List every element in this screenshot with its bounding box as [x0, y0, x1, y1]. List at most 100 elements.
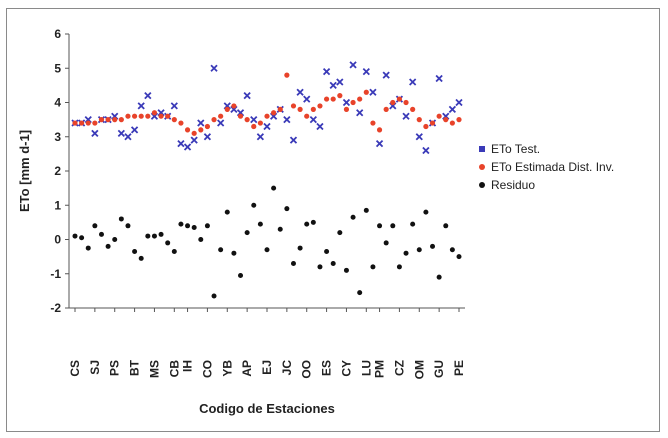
legend-marker-icon: [479, 182, 485, 188]
eto-estimada-point: [151, 110, 158, 116]
residuo-point: [284, 206, 290, 212]
eto-estimada-point: [92, 120, 98, 126]
eto-test-point-stroke: [342, 98, 351, 107]
y-axis-label: ETo [mm d-1]: [17, 130, 32, 212]
eto-test-point: [336, 78, 344, 86]
x-axis-label: Codigo de Estaciones: [199, 401, 335, 416]
eto-test-point: [409, 78, 417, 86]
eto-estimada-point: [125, 113, 131, 119]
eto-estimada-point: [416, 117, 422, 123]
eto-test-point: [289, 136, 298, 144]
eto-test-point: [144, 92, 152, 100]
eto-test-point-stroke: [322, 68, 331, 76]
x-tick-label: PE: [452, 360, 466, 376]
x-tick-label: JC: [280, 360, 294, 376]
eto-estimada-point: [271, 110, 277, 116]
chart-svg: -2 -1 0 1 2 3 4 5 6 CS SJ PS BT MS CB IH CO YB AP EJ JC OO ES…: [17, 27, 614, 416]
eto-estimada-point: [297, 106, 303, 112]
y-tick-label: 3: [54, 130, 61, 144]
x-tick-label: LU: [359, 360, 373, 376]
eto-test-point: [303, 95, 311, 103]
eto-test-point-stroke: [217, 119, 225, 127]
eto-test-point-stroke: [375, 139, 384, 148]
eto-estimada-point: [330, 96, 336, 102]
residuo-point: [238, 272, 244, 278]
x-tick-label: MS: [147, 360, 161, 378]
eto-test-point-stroke: [369, 88, 377, 96]
eto-estimada-point: [396, 96, 403, 102]
x-tick-label: GU: [432, 360, 446, 378]
eto-test-point: [243, 92, 251, 100]
y-tick-label: 5: [54, 61, 61, 75]
eto-test-point-stroke: [203, 133, 212, 141]
residuo-point: [443, 223, 449, 229]
eto-test-point-stroke: [256, 133, 265, 141]
series-2: [72, 185, 462, 299]
eto-estimada-point: [79, 120, 85, 126]
eto-test-point-stroke: [422, 146, 430, 155]
eto-test-point: [177, 139, 185, 148]
eto-estimada-point: [436, 113, 442, 119]
x-tick-label: ES: [320, 360, 334, 376]
eto-estimada-point: [310, 106, 316, 112]
eto-test-point-stroke: [296, 88, 304, 96]
eto-test-point: [362, 68, 370, 76]
eto-estimada-point: [244, 117, 250, 123]
y-tick-label: 4: [54, 96, 61, 110]
series-1: [72, 72, 462, 136]
residuo-point: [125, 223, 131, 229]
eto-estimada-point: [390, 99, 396, 106]
eto-test-point: [203, 133, 212, 141]
eto-test-point-stroke: [130, 126, 139, 134]
eto-estimada-point: [257, 120, 263, 126]
eto-test-point-stroke: [183, 143, 192, 151]
eto-estimada-point: [218, 113, 224, 119]
eto-test-point: [375, 139, 384, 148]
x-tick-label: YB: [220, 360, 234, 377]
eto-test-point: [316, 122, 324, 131]
residuo-point: [178, 221, 184, 227]
legend-label: ETo Test.: [491, 142, 540, 156]
eto-estimada-point: [231, 103, 237, 109]
residuo-point: [350, 214, 356, 220]
residuo-point: [317, 264, 323, 270]
eto-estimada-point: [264, 113, 270, 119]
eto-test-point: [342, 98, 351, 107]
eto-estimada-point: [165, 113, 171, 119]
residuo-point: [330, 260, 336, 266]
eto-estimada-point: [337, 93, 343, 99]
residuo-point: [370, 264, 376, 270]
eto-estimada-point: [304, 113, 310, 119]
eto-test-point-stroke: [210, 64, 218, 72]
eto-test-point: [309, 115, 317, 124]
eto-test-point-stroke: [362, 68, 370, 76]
eto-test-point-stroke: [243, 92, 251, 100]
residuo-point: [112, 237, 118, 242]
eto-estimada-point: [112, 117, 118, 123]
residuo-point: [92, 223, 98, 229]
residuo-point: [363, 207, 369, 213]
residuo-point: [456, 254, 462, 260]
eto-test-point: [329, 81, 337, 90]
residuo-point: [396, 264, 402, 270]
eto-estimada-point: [343, 106, 350, 112]
eto-estimada-point: [443, 117, 449, 123]
eto-estimada-point: [350, 99, 356, 106]
y-tick-label: 2: [54, 164, 61, 178]
x-tick-label: CZ: [392, 360, 406, 376]
eto-estimada-point: [456, 117, 462, 123]
eto-test-point-stroke: [448, 105, 457, 113]
legend-item: ETo Estimada Dist. Inv.: [479, 160, 614, 174]
residuo-point: [310, 219, 316, 225]
eto-estimada-point: [449, 120, 455, 126]
residuo-point: [204, 223, 210, 229]
y-tick-label: 0: [54, 233, 61, 247]
legend-item: Residuo: [479, 178, 535, 192]
residuo-point: [297, 245, 303, 251]
x-tick-label: CO: [200, 360, 214, 378]
eto-test-point-stroke: [283, 115, 291, 124]
eto-estimada-point: [224, 106, 230, 112]
eto-estimada-point: [237, 113, 244, 119]
residuo-point: [145, 233, 151, 239]
residuo-point: [165, 240, 171, 246]
